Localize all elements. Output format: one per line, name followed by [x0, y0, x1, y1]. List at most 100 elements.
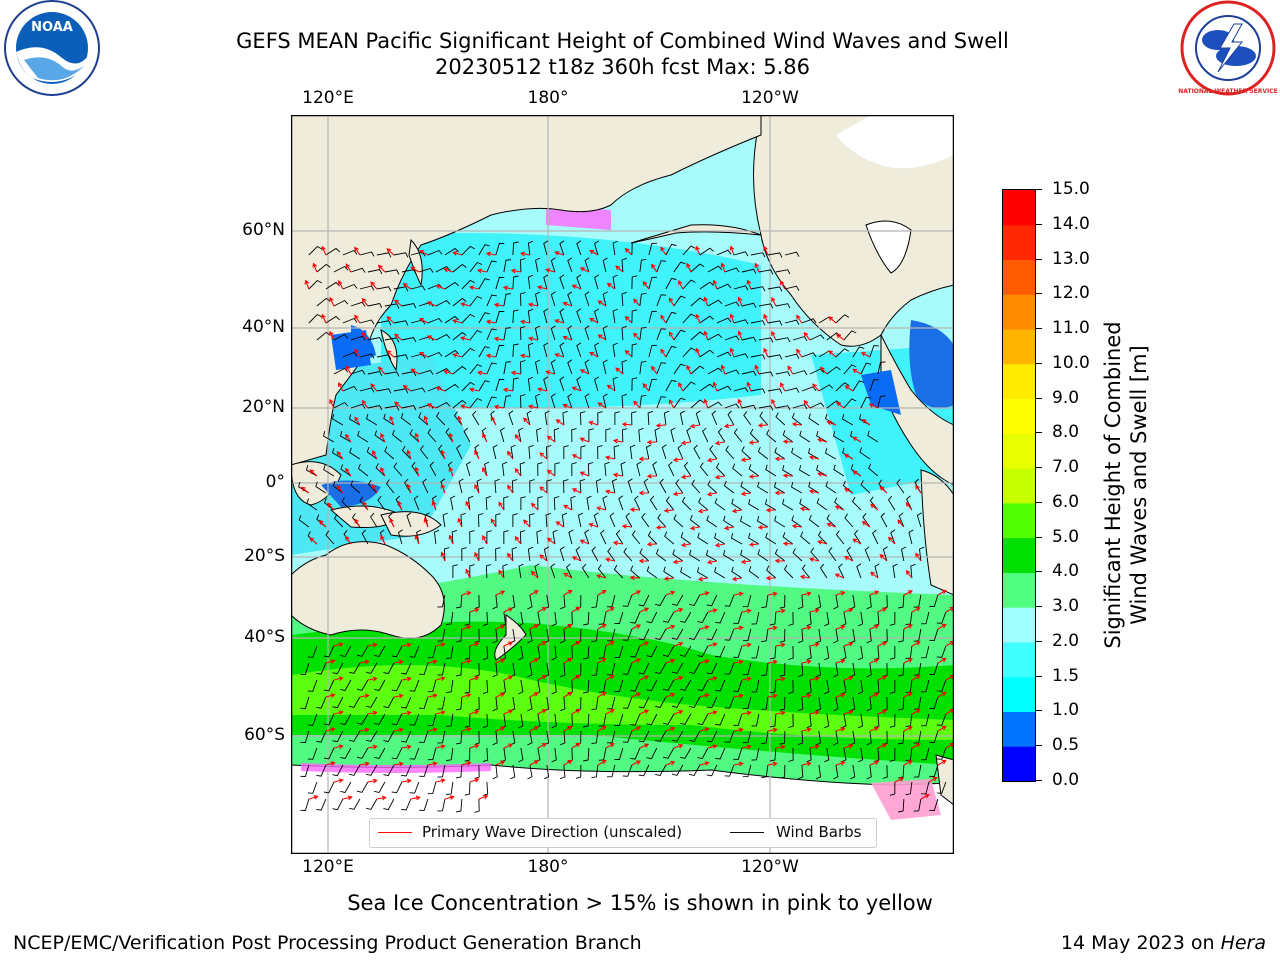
- wind-barb: [427, 713, 437, 727]
- wind-barb: [606, 594, 616, 608]
- wind-barb: [673, 261, 686, 273]
- wind-barb: [655, 730, 667, 743]
- wave-direction-arrow: [911, 675, 921, 681]
- wind-barb: [816, 430, 828, 443]
- wind-barb: [750, 354, 766, 360]
- wind-barb: [512, 479, 518, 494]
- wind-barb: [866, 696, 872, 712]
- wind-barb: [512, 241, 519, 256]
- wave-direction-arrow: [469, 641, 480, 647]
- wave-direction-arrow: [529, 658, 539, 664]
- wave-direction-arrow: [588, 420, 599, 426]
- wave-direction-arrow: [733, 659, 744, 665]
- wind-barb: [597, 411, 603, 426]
- wind-barb: [384, 303, 400, 309]
- wind-barb: [866, 662, 872, 678]
- wave-direction-arrow: [817, 540, 828, 545]
- wind-barb: [577, 512, 584, 528]
- wave-direction-arrow: [474, 483, 480, 494]
- wind-barb: [809, 402, 825, 409]
- wave-direction-arrow: [325, 727, 336, 732]
- wave-direction-arrow: [493, 336, 504, 342]
- wind-barb: [383, 730, 395, 743]
- wave-direction-arrow: [435, 676, 446, 682]
- wave-direction-arrow: [731, 576, 742, 582]
- wind-barb: [620, 461, 626, 477]
- wave-direction-arrow: [852, 538, 862, 545]
- wind-barb: [376, 388, 392, 394]
- lat-label-60s: 60°S: [244, 725, 285, 745]
- wind-barb: [472, 410, 480, 426]
- wind-barb: [331, 413, 344, 426]
- wave-direction-arrow: [367, 778, 378, 784]
- wind-barb: [874, 563, 880, 579]
- wind-barb: [733, 713, 743, 726]
- wind-barb: [631, 241, 638, 256]
- wind-barb: [913, 730, 922, 744]
- wave-direction-arrow: [527, 404, 538, 410]
- wave-direction-arrow: [370, 281, 378, 290]
- wind-barb: [844, 513, 854, 528]
- wave-direction-arrow: [937, 657, 947, 664]
- wave-direction-arrow: [361, 399, 369, 409]
- western-pacific-field: [291, 355, 471, 555]
- wind-barb: [715, 462, 726, 477]
- wind-barb: [779, 696, 786, 711]
- wind-barb: [733, 679, 743, 692]
- wave-direction-arrow: [354, 518, 361, 528]
- wind-barb: [673, 363, 686, 375]
- wind-barb: [843, 398, 857, 409]
- wind-barb: [689, 662, 701, 675]
- lat-label-60n: 60°N: [242, 220, 285, 240]
- wind-barb: [769, 679, 777, 694]
- wave-direction-arrow: [555, 419, 565, 426]
- wave-direction-arrow: [714, 440, 725, 446]
- wave-direction-arrow: [660, 246, 667, 256]
- wind-barb: [889, 747, 896, 762]
- wind-barb: [478, 278, 490, 290]
- wave-direction-arrow: [503, 709, 514, 715]
- wind-barb: [560, 696, 566, 712]
- wind-barb: [788, 747, 794, 762]
- wind-barb: [518, 563, 524, 579]
- wave-direction-arrow: [539, 554, 548, 562]
- wind-barb: [741, 446, 752, 460]
- wind-barb: [806, 713, 812, 729]
- wind-barb: [604, 461, 610, 477]
- wind-barb: [869, 345, 879, 358]
- wind-barb: [806, 645, 812, 661]
- wave-direction-arrow: [763, 347, 769, 358]
- wind-barb: [639, 258, 647, 273]
- wave-direction-arrow: [597, 692, 607, 698]
- wind-barb: [594, 342, 600, 358]
- wave-direction-arrow: [915, 484, 922, 494]
- wave-direction-arrow: [695, 245, 701, 256]
- wind-barb: [391, 781, 403, 794]
- wind-barb: [397, 529, 403, 545]
- wind-barb: [446, 781, 454, 795]
- wind-barb: [300, 696, 310, 709]
- wind-barb: [733, 251, 749, 257]
- wave-direction-arrow: [604, 557, 615, 563]
- wave-direction-arrow: [427, 761, 438, 767]
- wind-barb: [766, 429, 777, 443]
- wind-barb: [452, 399, 467, 409]
- wave-direction-arrow: [771, 330, 777, 341]
- wave-direction-arrow: [633, 400, 641, 409]
- wind-barb: [550, 291, 556, 307]
- wind-barb: [638, 628, 650, 641]
- lon-label-top-120e: 120°E: [302, 88, 354, 108]
- wave-direction-arrow: [733, 591, 744, 597]
- colorbar-bin: [1003, 468, 1035, 504]
- wave-direction-arrow: [680, 474, 691, 480]
- wind-barb: [451, 529, 458, 545]
- wave-direction-arrow: [380, 534, 386, 545]
- wind-barb: [905, 713, 913, 728]
- wind-barb: [323, 497, 335, 511]
- wind-barb: [890, 529, 896, 545]
- wind-barb: [333, 333, 349, 341]
- wave-direction-arrow: [418, 352, 429, 358]
- wave-direction-arrow: [503, 641, 514, 647]
- wind-barb: [418, 369, 434, 375]
- wind-barb: [591, 546, 599, 562]
